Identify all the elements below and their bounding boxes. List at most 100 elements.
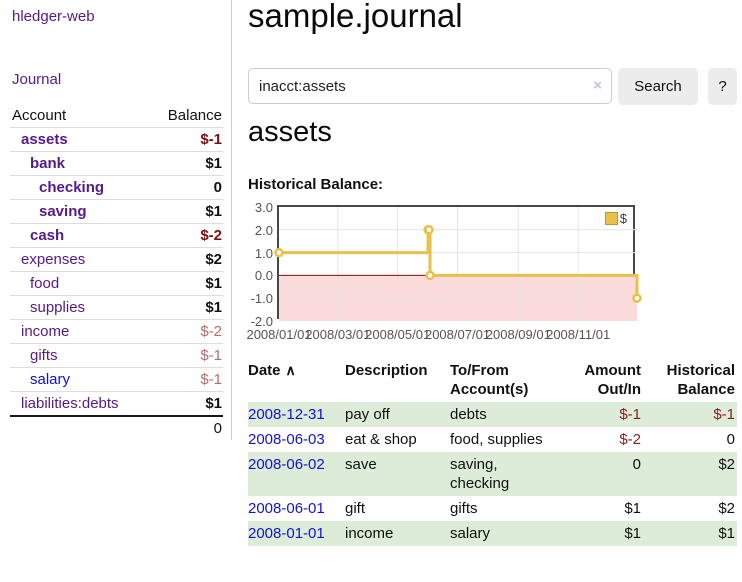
accounts-total-value: 0 <box>213 420 222 437</box>
account-link[interactable]: expenses <box>21 251 86 268</box>
account-balance: $1 <box>205 395 222 412</box>
register-header-balance: Historical Balance <box>666 362 735 398</box>
app-title-link[interactable]: hledger-web <box>12 8 95 25</box>
account-balance: $-1 <box>200 131 222 148</box>
legend-label: $ <box>619 211 627 226</box>
transaction-accounts: food, supplies <box>450 431 543 448</box>
account-row: food $1 <box>10 271 223 296</box>
x-axis-tick-label: 2008/03/01 <box>305 327 371 342</box>
page-title: sample.journal <box>248 0 463 34</box>
transaction-amount: 0 <box>632 456 641 473</box>
chart-legend: $ <box>602 210 629 227</box>
account-balance: $1 <box>205 275 222 292</box>
account-row: saving $1 <box>10 199 223 224</box>
account-link[interactable]: food <box>30 275 60 292</box>
clear-search-icon[interactable]: × <box>593 77 602 94</box>
y-axis-tick-label: 2.0 <box>254 222 273 238</box>
transaction-row: 2008-06-02 save saving, checking 0 $2 <box>248 452 737 496</box>
transaction-balance: 0 <box>726 431 735 448</box>
register-header-description: Description <box>345 362 428 379</box>
account-balance: $1 <box>205 155 222 172</box>
transaction-description: pay off <box>345 406 390 423</box>
search-bar: × Search ? <box>248 68 737 105</box>
transaction-amount: $1 <box>624 525 641 542</box>
account-balance: $-1 <box>200 347 222 364</box>
y-axis-tick-label: -1.0 <box>250 291 273 307</box>
x-axis-tick-label: 2008/05/01 <box>365 327 431 342</box>
transaction-balance: $2 <box>718 500 735 517</box>
account-balance: $1 <box>205 203 222 220</box>
transaction-balance: $-1 <box>713 406 735 423</box>
y-axis-tick-label: 0.0 <box>254 268 273 284</box>
search-input[interactable] <box>248 68 612 104</box>
journal-link[interactable]: Journal <box>12 71 62 88</box>
account-row: expenses $2 <box>10 247 223 272</box>
x-axis-tick-label: 2008/07/01 <box>424 327 491 342</box>
legend-swatch-icon <box>604 212 618 225</box>
transaction-row: 2008-06-01 gift gifts $1 $2 <box>248 496 737 521</box>
account-link[interactable]: supplies <box>30 299 86 316</box>
account-row: income $-2 <box>10 319 223 344</box>
transaction-balance: $2 <box>718 456 735 473</box>
main-content: sample.journal × Search ? assets Histori… <box>246 0 737 582</box>
y-axis-tick-label: 1.0 <box>254 245 273 261</box>
accounts-header-account: Account <box>12 107 67 124</box>
transaction-description: save <box>345 456 377 473</box>
account-row: checking 0 <box>10 175 223 200</box>
y-axis-tick-label: -2.0 <box>250 314 273 329</box>
account-row: gifts $-1 <box>10 343 223 368</box>
register-header-amount: Amount Out/In <box>584 362 641 398</box>
account-row: liabilities:debts $1 <box>10 391 223 417</box>
accounts-table: Account Balance assets $-1 bank $1 checking 0… <box>10 104 223 440</box>
transaction-row: 2008-12-31 pay off debts $-1 $-1 <box>248 402 737 427</box>
transaction-date-link[interactable]: 2008-06-02 <box>248 456 325 473</box>
x-axis-tick-label: 2008/01/01 <box>246 327 312 342</box>
x-axis-tick-label: 2008/09/01 <box>485 327 551 342</box>
transaction-date-link[interactable]: 2008-06-01 <box>248 500 325 517</box>
transaction-balance: $1 <box>718 525 735 542</box>
accounts-header-balance: Balance <box>167 107 222 124</box>
x-axis-tick-label: 2008/11/01 <box>546 327 611 342</box>
sort-ascending-icon: ∧ <box>285 362 296 378</box>
account-balance: $-1 <box>200 371 222 388</box>
account-link[interactable]: checking <box>39 179 105 196</box>
transaction-date-link[interactable]: 2008-12-31 <box>248 406 325 423</box>
accounts-total-row: 0 <box>10 416 223 440</box>
sidebar: hledger-web Journal Account Balance asse… <box>0 0 232 440</box>
account-balance: $-2 <box>200 227 222 244</box>
chart-plot-area: $ <box>274 205 642 321</box>
account-balance: $1 <box>205 299 222 316</box>
account-row: bank $1 <box>10 151 223 176</box>
account-link[interactable]: cash <box>30 227 65 244</box>
transaction-row: 2008-06-03 eat & shop food, supplies $-2 0 <box>248 427 737 452</box>
transaction-accounts: debts <box>450 406 487 423</box>
chart-canvas <box>274 207 642 321</box>
register-header-date[interactable]: Date ∧ <box>248 362 296 379</box>
transaction-row: 2008-01-01 income salary $1 $1 <box>248 521 737 546</box>
transaction-description: eat & shop <box>345 431 417 448</box>
transaction-amount: $1 <box>624 500 641 517</box>
account-balance: 0 <box>213 179 222 196</box>
account-heading: assets <box>248 116 332 148</box>
account-link[interactable]: assets <box>21 131 68 148</box>
transaction-description: gift <box>345 500 366 517</box>
transaction-description: income <box>345 525 394 542</box>
account-link[interactable]: income <box>21 323 70 340</box>
historical-balance-chart: $ 3.0 2.0 1.0 0.0 -1.0 -2.0 2008/01/01 2008/03/… <box>246 200 737 350</box>
account-balance: $-2 <box>200 323 222 340</box>
account-link[interactable]: salary <box>30 371 71 388</box>
register-table: Date ∧ Description To/From Account(s) Amo… <box>248 358 737 546</box>
account-link[interactable]: bank <box>30 155 66 172</box>
account-link[interactable]: gifts <box>30 347 58 364</box>
account-link[interactable]: saving <box>39 203 87 220</box>
help-button[interactable]: ? <box>708 68 737 105</box>
transaction-amount: $-1 <box>619 406 641 423</box>
transaction-date-link[interactable]: 2008-01-01 <box>248 525 325 542</box>
search-button[interactable]: Search <box>618 68 698 105</box>
y-axis-tick-label: 3.0 <box>254 200 273 215</box>
transaction-accounts: saving, checking <box>450 456 510 492</box>
transaction-date-link[interactable]: 2008-06-03 <box>248 431 325 448</box>
account-row: salary $-1 <box>10 367 223 392</box>
account-link[interactable]: liabilities:debts <box>21 395 119 412</box>
account-balance: $2 <box>205 251 222 268</box>
